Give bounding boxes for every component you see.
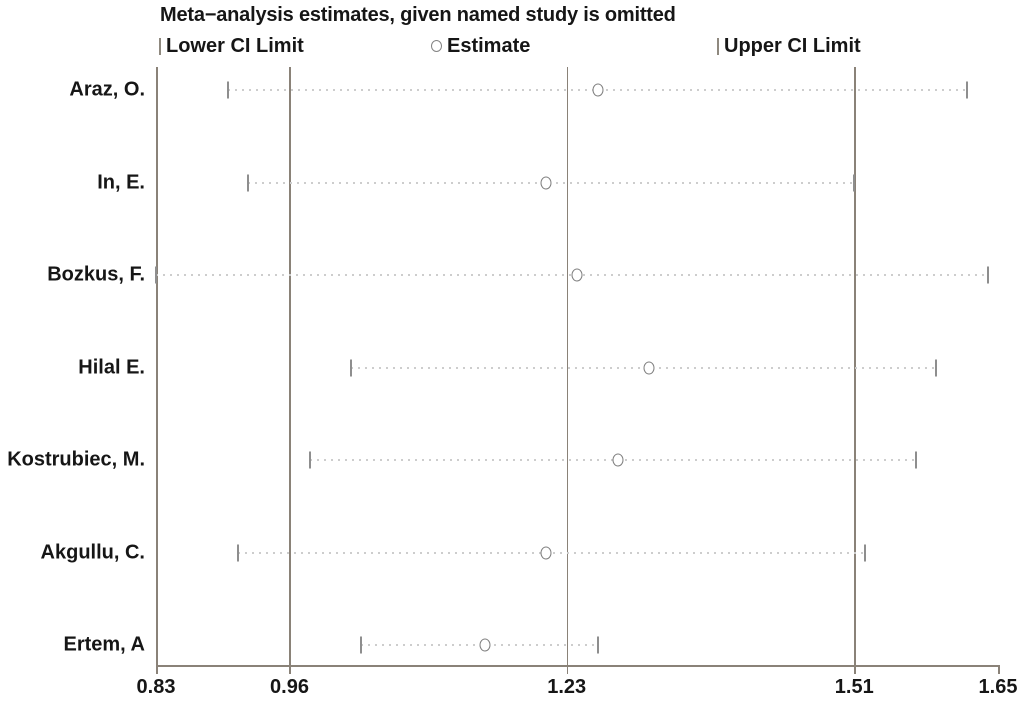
lower-ci-marker bbox=[155, 266, 157, 284]
estimate-marker bbox=[479, 638, 491, 652]
lower-ci-marker bbox=[360, 636, 363, 654]
study-label: Akgullu, C. bbox=[40, 541, 145, 563]
upper-ci-tick-icon bbox=[717, 37, 719, 55]
x-axis-tickmark bbox=[566, 665, 569, 674]
estimate-marker bbox=[540, 546, 552, 559]
estimate-marker bbox=[612, 453, 624, 467]
lower-ci-tick-icon bbox=[159, 37, 161, 55]
estimate-marker bbox=[592, 83, 604, 97]
x-axis-tick-label: 1.23 bbox=[547, 676, 587, 698]
x-axis-tickmark bbox=[998, 665, 1000, 674]
legend-label-lower-ci: Lower CI Limit bbox=[166, 34, 304, 57]
reference-line-x-0.96 bbox=[289, 67, 291, 665]
upper-ci-marker bbox=[863, 544, 866, 561]
legend-item-lower-ci: Lower CI Limit bbox=[159, 34, 304, 58]
upper-ci-marker bbox=[596, 636, 599, 654]
upper-ci-marker bbox=[986, 266, 989, 284]
x-axis-tick-label: 1.51 bbox=[834, 676, 874, 698]
legend-item-estimate: Estimate bbox=[431, 34, 530, 58]
study-label: In, E. bbox=[97, 171, 145, 193]
reference-line-x-1.51 bbox=[854, 67, 856, 665]
upper-ci-marker bbox=[914, 451, 917, 469]
study-label: Araz, O. bbox=[69, 78, 145, 101]
estimate-marker bbox=[571, 268, 583, 282]
x-axis-tickmark bbox=[289, 665, 291, 674]
study-label: Hilal E. bbox=[78, 356, 145, 378]
estimate-marker bbox=[643, 361, 655, 374]
reference-line-x-1.23 bbox=[566, 67, 569, 665]
x-axis-tick-label: 1.65 bbox=[978, 676, 1018, 698]
legend-label-upper-ci: Upper CI Limit bbox=[724, 34, 861, 57]
study-label: Bozkus, F. bbox=[47, 263, 145, 286]
x-axis-tickmark bbox=[854, 665, 856, 674]
lower-ci-marker bbox=[247, 174, 250, 191]
lower-ci-marker bbox=[226, 81, 229, 99]
legend-label-estimate: Estimate bbox=[447, 34, 531, 57]
lower-ci-marker bbox=[350, 359, 353, 376]
study-label: Ertem, A bbox=[63, 633, 145, 656]
estimate-marker bbox=[540, 176, 552, 189]
upper-ci-marker bbox=[853, 174, 856, 191]
legend-item-upper-ci: Upper CI Limit bbox=[717, 34, 861, 58]
lower-ci-marker bbox=[237, 544, 240, 561]
plot-left-border bbox=[156, 67, 158, 665]
lower-ci-marker bbox=[309, 451, 312, 469]
x-axis-tickmark bbox=[156, 665, 158, 674]
chart-title: Meta−analysis estimates, given named stu… bbox=[160, 4, 676, 26]
x-axis-tick-label: 0.96 bbox=[270, 676, 309, 698]
estimate-circle-icon bbox=[431, 40, 442, 52]
study-label: Kostrubiec, M. bbox=[7, 448, 145, 471]
upper-ci-marker bbox=[935, 359, 938, 376]
x-axis-tick-label: 0.83 bbox=[136, 676, 176, 698]
x-axis-line bbox=[156, 665, 998, 667]
upper-ci-marker bbox=[966, 81, 969, 99]
